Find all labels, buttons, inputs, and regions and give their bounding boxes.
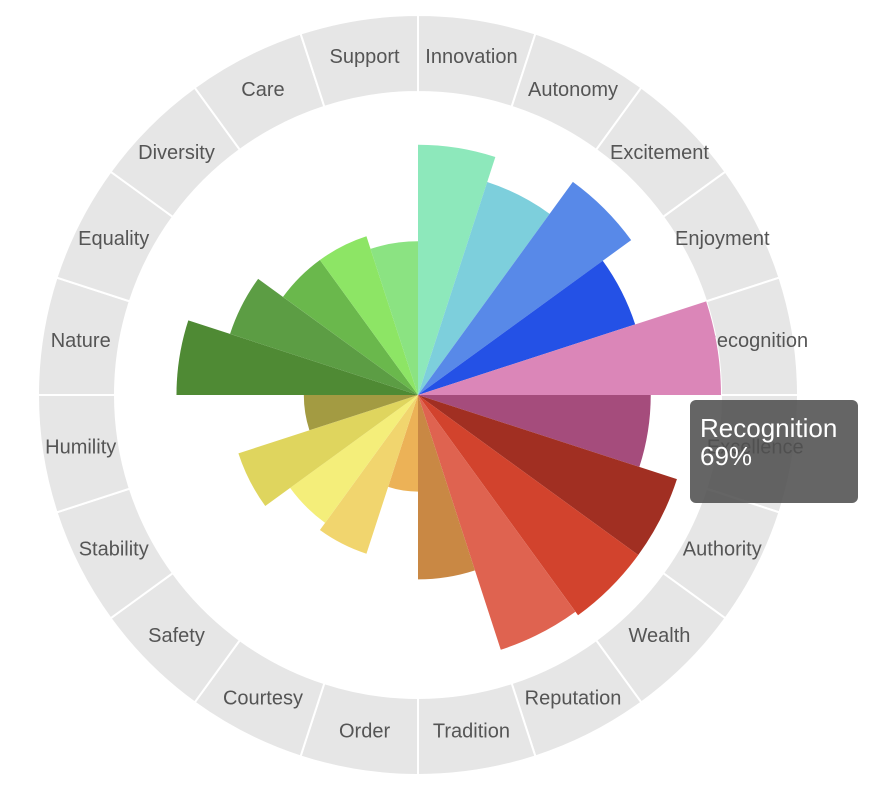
category-label: Wealth (629, 625, 691, 647)
wedge (319, 236, 418, 395)
tooltip-value: 69% (700, 441, 753, 471)
wedge (230, 278, 418, 395)
category-label: Equality (78, 228, 149, 250)
wedge (388, 395, 418, 492)
wedge (418, 395, 677, 556)
category-label: Stability (79, 538, 149, 560)
wedge (176, 320, 418, 395)
category-label: Innovation (425, 46, 517, 68)
category-label: Humility (45, 437, 116, 459)
wedge (303, 395, 418, 431)
tooltip: Recognition 69% (690, 400, 858, 503)
wedge (418, 301, 721, 395)
wedge (418, 395, 639, 616)
category-label: Support (330, 46, 400, 68)
category-label: Excitement (610, 142, 709, 164)
wedge (418, 260, 636, 395)
category-label: Reputation (525, 688, 622, 710)
category-label: Recognition (702, 330, 808, 352)
category-label: Order (339, 721, 390, 743)
tooltip-label: Recognition (700, 413, 838, 443)
wedge (418, 144, 496, 395)
category-label: Autonomy (528, 79, 618, 101)
wedge (418, 395, 651, 467)
category-label: Tradition (433, 721, 510, 743)
wedge (319, 395, 418, 554)
category-label: Nature (51, 330, 111, 352)
category-label: Diversity (138, 142, 215, 164)
category-label: Care (241, 79, 284, 101)
label-ring-segment (299, 13, 419, 109)
wedge (418, 395, 576, 650)
wedge (290, 395, 418, 523)
wedge (238, 395, 418, 506)
category-label: Safety (148, 625, 205, 647)
wedge (418, 181, 632, 395)
category-label: Courtesy (223, 688, 303, 710)
wedge (418, 182, 550, 395)
category-label: Enjoyment (675, 228, 770, 250)
wedge (370, 241, 418, 395)
wedge (282, 259, 418, 395)
wedge (418, 395, 475, 580)
category-label: Authority (683, 538, 762, 560)
